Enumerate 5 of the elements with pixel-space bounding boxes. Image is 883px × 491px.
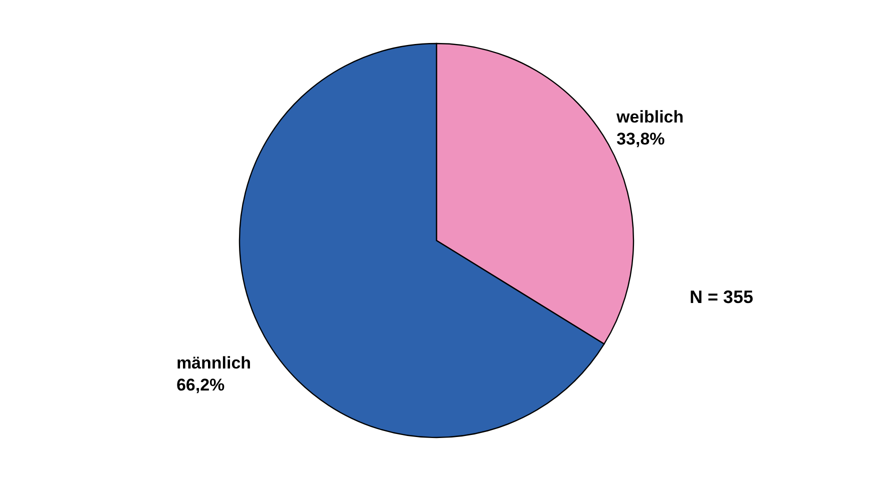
slice-label: männlich xyxy=(176,353,252,372)
data-label: 33,8% xyxy=(616,130,665,149)
slice-label: weiblich xyxy=(616,108,684,127)
text: N = 355 xyxy=(690,287,754,308)
data-label: 66,2% xyxy=(176,375,225,394)
